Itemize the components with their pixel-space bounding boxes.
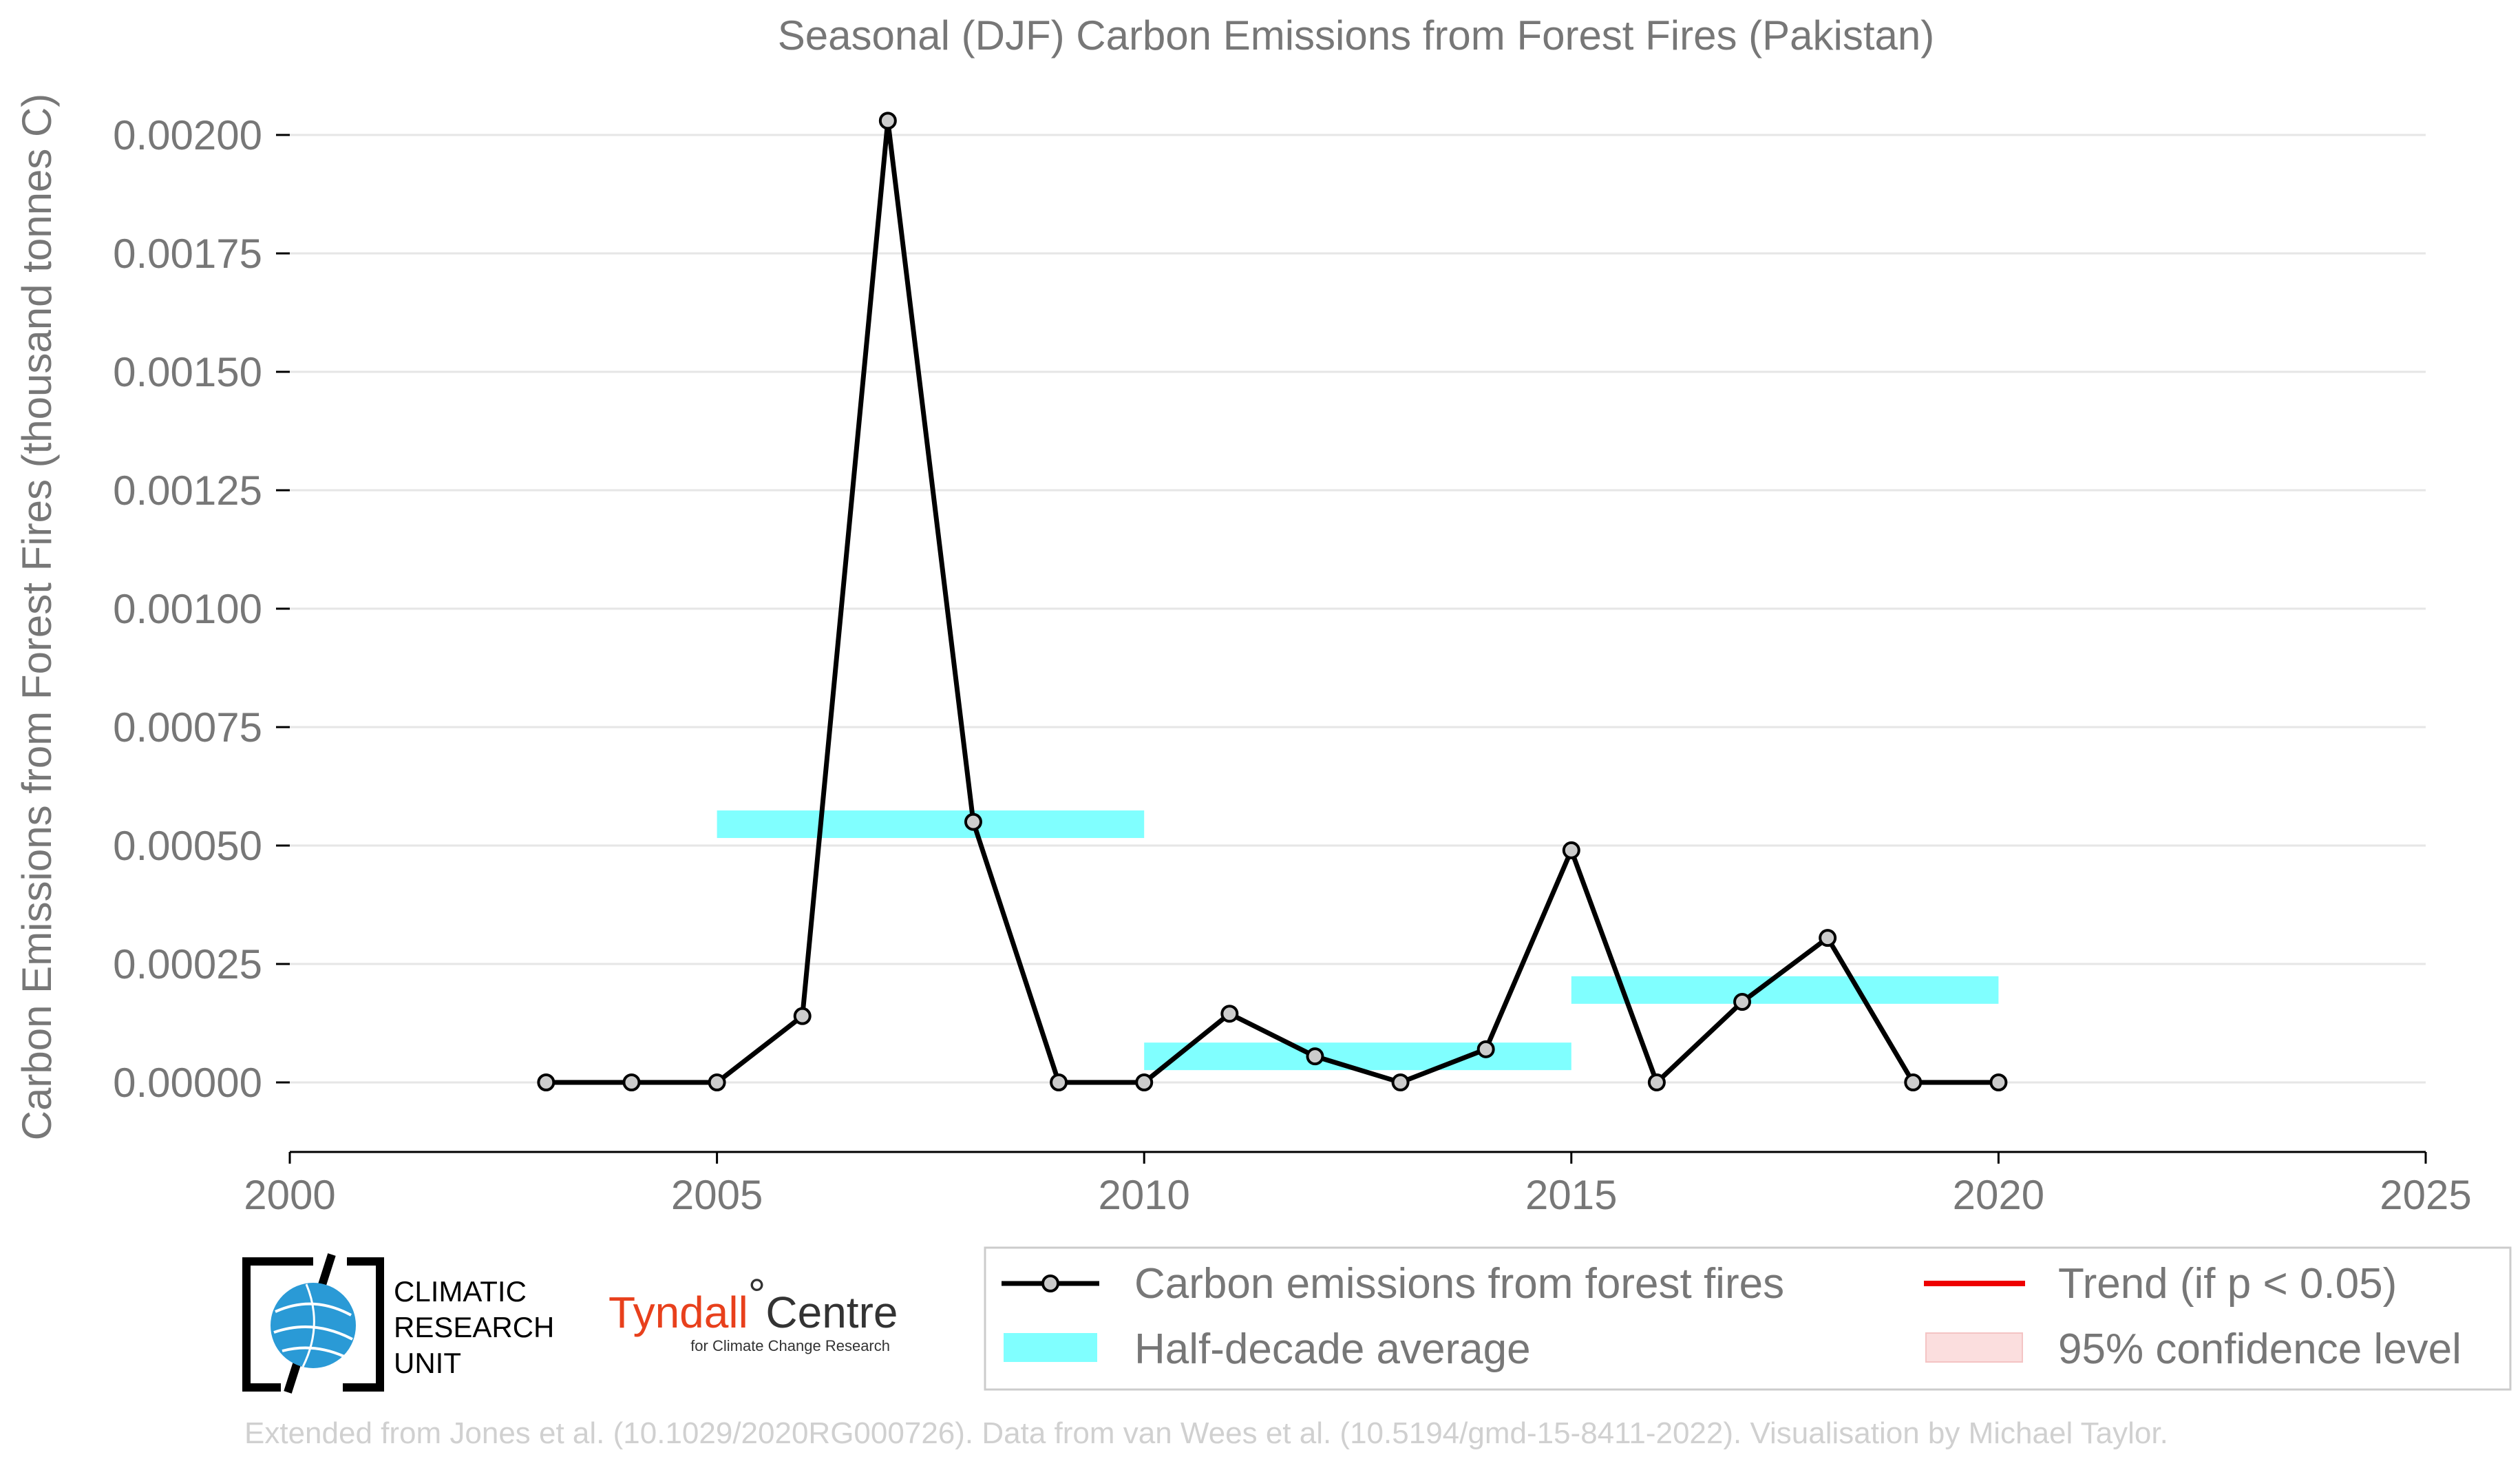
data-point	[793, 1007, 812, 1025]
legend-box	[984, 1246, 2512, 1391]
cru-logo-frame	[242, 1257, 384, 1392]
legend-marker-emissions	[1041, 1275, 1059, 1292]
legend: Carbon emissions from forest fires Half-…	[984, 1246, 2512, 1391]
x-tick-label: 2015	[1525, 1172, 1617, 1218]
data-point	[964, 812, 982, 831]
y-tick-labels: 0.00000 0.00025 0.00050 0.00075 0.00100 0.001…	[113, 112, 290, 1106]
data-point	[1306, 1047, 1324, 1066]
data-point	[1050, 1073, 1068, 1091]
data-point	[1989, 1073, 2008, 1091]
cru-logo: CLIMATIC RESEARCH UNIT	[242, 1253, 554, 1394]
y-tick-label: 0.00200	[113, 112, 262, 158]
y-tick-label: 0.00175	[113, 231, 262, 277]
half-decade-bar	[1571, 976, 1999, 1004]
half-decade-bar	[1144, 1042, 1571, 1071]
tyndall-logo: Tyndall°Centre for Climate Change Resear…	[608, 1270, 898, 1354]
x-tick-label: 2020	[1953, 1172, 2044, 1218]
x-tick-label: 2005	[671, 1172, 763, 1218]
y-tick-label: 0.00125	[113, 468, 262, 514]
tyndall-logo-subtitle: for Climate Change Research	[690, 1337, 890, 1354]
legend-swatch-confidence	[1925, 1332, 2023, 1363]
x-tick-labels: 2000 2005 2010 2015 2020 2025	[244, 1152, 2472, 1218]
data-point	[1562, 841, 1580, 859]
tyndall-logo-wordmark: Tyndall°Centre	[608, 1270, 898, 1337]
legend-label-emissions: Carbon emissions from forest fires	[1134, 1260, 1784, 1308]
cru-logo-line-3: UNIT	[394, 1347, 461, 1379]
y-tick-label: 0.00075	[113, 704, 262, 751]
cru-logo-line-1: CLIMATIC	[394, 1275, 527, 1308]
chart-title: Seasonal (DJF) Carbon Emissions from For…	[778, 12, 1934, 59]
data-point	[1476, 1040, 1495, 1058]
series-group	[537, 112, 2008, 1091]
data-point	[1647, 1073, 1666, 1091]
data-point	[878, 112, 897, 130]
data-point	[708, 1073, 726, 1091]
x-tick-label: 2000	[244, 1172, 335, 1218]
cru-logo-line-2: RESEARCH	[394, 1311, 554, 1343]
y-tick-label: 0.00000	[113, 1060, 262, 1106]
credit-text: Extended from Jones et al. (10.1029/2020…	[244, 1416, 2168, 1450]
x-tick-label: 2010	[1098, 1172, 1189, 1218]
y-tick-label: 0.00100	[113, 586, 262, 632]
y-tick-label: 0.00050	[113, 823, 262, 869]
legend-label-half-decade: Half-decade average	[1134, 1325, 1531, 1373]
x-tick-label: 2025	[2380, 1172, 2471, 1218]
data-point	[1904, 1073, 1923, 1091]
y-tick-label: 0.00025	[113, 941, 262, 987]
half-decade-bar	[717, 810, 1145, 839]
data-point	[1819, 929, 1837, 947]
data-point	[622, 1073, 641, 1091]
data-point	[1135, 1073, 1154, 1091]
legend-label-trend: Trend (if p < 0.05)	[2058, 1260, 2397, 1308]
data-point	[537, 1073, 555, 1091]
data-point	[1391, 1073, 1410, 1091]
y-tick-label: 0.00150	[113, 349, 262, 395]
y-axis-label: Carbon Emissions from Forest Fires (thou…	[14, 94, 60, 1141]
half-decade-bars	[717, 810, 1999, 1071]
data-point	[1220, 1005, 1239, 1023]
legend-label-confidence: 95% confidence level	[2058, 1325, 2461, 1373]
legend-swatch-half-decade	[1004, 1333, 1097, 1362]
series-line	[546, 118, 1999, 1085]
data-point	[1733, 993, 1752, 1011]
